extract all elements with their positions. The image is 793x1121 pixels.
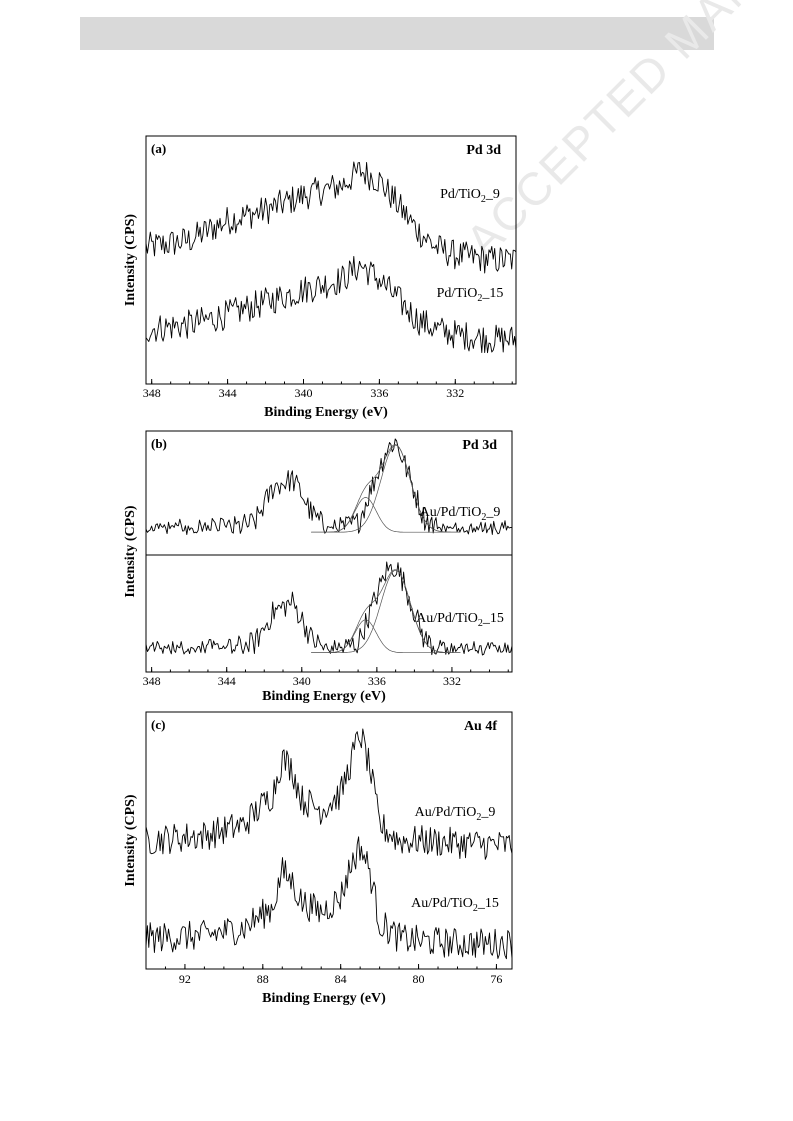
x-tick-label: 340 <box>294 386 312 400</box>
x-tick-label: 92 <box>179 972 191 986</box>
header-bar <box>80 17 714 50</box>
panel-letter: (b) <box>151 436 167 451</box>
series-label: Pd/TiO2_15 <box>437 286 504 304</box>
chart-panel-2: 348 344 340 336 332 Binding Energy (eV) Intens… <box>123 430 513 704</box>
fit-envelope <box>311 569 461 654</box>
x-tick-label: 340 <box>293 674 311 688</box>
x-tick-label: 332 <box>443 674 461 688</box>
x-tick-label: 336 <box>368 674 386 688</box>
x-tick-label: 80 <box>413 972 425 986</box>
fit-envelope <box>311 444 461 533</box>
x-tick-label: 336 <box>370 386 388 400</box>
panel-letter: (a) <box>151 141 166 156</box>
x-tick-label: 84 <box>335 972 347 986</box>
x-axis-label: Binding Energy (eV) <box>264 405 388 420</box>
spectrum-trace <box>145 728 513 860</box>
spectrum-trace <box>145 255 517 354</box>
y-axis-label: Intensity (CPS) <box>123 794 138 887</box>
chart-panel-3: 92 88 84 80 76 Binding Energy (eV) Intensity (… <box>123 711 513 1006</box>
x-tick-label: 344 <box>218 674 236 688</box>
series-label: Au/Pd/TiO2_9 <box>420 505 501 523</box>
spectrum-trace <box>145 161 517 274</box>
region-label: Au 4f <box>464 719 497 734</box>
region-label: Pd 3d <box>466 143 501 158</box>
x-tick-label: 332 <box>446 386 464 400</box>
region-label: Pd 3d <box>462 438 497 453</box>
plot-frame <box>145 135 517 385</box>
x-tick-label: 348 <box>143 674 161 688</box>
plot-frame <box>145 430 513 673</box>
y-axis-label: Intensity (CPS) <box>123 505 138 598</box>
x-axis-label: Binding Energy (eV) <box>262 689 386 704</box>
x-tick-label: 76 <box>490 972 502 986</box>
chart-panel-1: 348 344 340 336 332 Binding Energy (eV) Intens… <box>123 135 517 420</box>
series-label: Au/Pd/TiO2_15 <box>416 611 504 629</box>
panel-letter: (c) <box>151 717 165 732</box>
plot-frame <box>145 711 513 970</box>
x-tick-label: 348 <box>143 386 161 400</box>
spectrum-trace <box>145 561 513 656</box>
series-label: Pd/TiO2_9 <box>440 187 500 205</box>
x-axis-label: Binding Energy (eV) <box>262 991 386 1006</box>
series-label: Au/Pd/TiO2_15 <box>411 896 499 914</box>
spectrum-trace <box>145 836 513 960</box>
x-tick-label: 344 <box>219 386 237 400</box>
series-label: Au/Pd/TiO2_9 <box>415 805 496 823</box>
x-tick-label: 88 <box>257 972 269 986</box>
spectrum-trace <box>145 438 513 535</box>
y-axis-label: Intensity (CPS) <box>123 214 138 307</box>
